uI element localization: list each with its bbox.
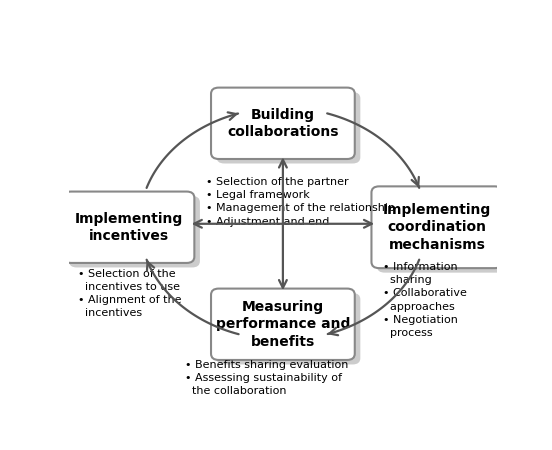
Text: Implementing
coordination
mechanisms: Implementing coordination mechanisms xyxy=(383,203,491,252)
Text: • Selection of the
  incentives to use
• Alignment of the
  incentives: • Selection of the incentives to use • A… xyxy=(77,269,181,319)
FancyBboxPatch shape xyxy=(216,92,360,163)
FancyBboxPatch shape xyxy=(216,293,360,364)
Text: • Selection of the partner
• Legal framework
• Management of the relationship
• : • Selection of the partner • Legal frame… xyxy=(206,177,395,227)
FancyBboxPatch shape xyxy=(371,186,502,268)
FancyBboxPatch shape xyxy=(63,192,194,263)
Text: Building
collaborations: Building collaborations xyxy=(227,108,338,139)
FancyBboxPatch shape xyxy=(69,196,200,267)
Text: Measuring
performance and
benefits: Measuring performance and benefits xyxy=(216,300,350,349)
Text: Implementing
incentives: Implementing incentives xyxy=(75,212,183,243)
FancyBboxPatch shape xyxy=(211,288,355,360)
FancyBboxPatch shape xyxy=(377,191,508,273)
Text: • Benefits sharing evaluation
• Assessing sustainability of
  the collaboration: • Benefits sharing evaluation • Assessin… xyxy=(184,360,348,396)
FancyBboxPatch shape xyxy=(211,88,355,159)
Text: • Information
  sharing
• Collaborative
  approaches
• Negotiation
  process: • Information sharing • Collaborative ap… xyxy=(384,262,468,338)
